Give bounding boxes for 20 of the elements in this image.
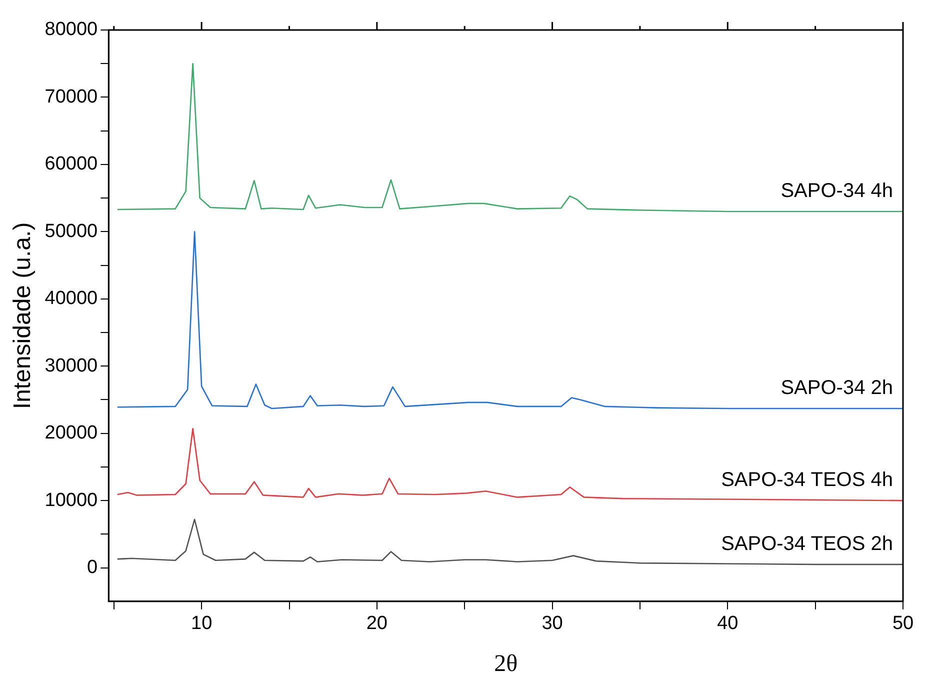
y-tick-label: 60000 xyxy=(44,154,98,175)
x-tick-label: 30 xyxy=(542,613,563,634)
y-tick-label: 0 xyxy=(87,557,98,578)
series-label: SAPO-34 2h xyxy=(780,376,893,399)
x-axis-title: 2θ xyxy=(494,650,518,677)
x-tick-label: 40 xyxy=(717,613,738,634)
y-tick-label: 20000 xyxy=(44,422,98,444)
x-tick-label: 20 xyxy=(366,613,388,634)
y-tick-label: 30000 xyxy=(44,355,98,376)
y-axis-title: Intensidade (u.a.) xyxy=(9,222,36,410)
series-label: SAPO-34 TEOS 4h xyxy=(721,469,893,492)
x-tick-label: 50 xyxy=(892,613,914,634)
y-tick-label: 70000 xyxy=(44,86,98,108)
y-tick-label: 10000 xyxy=(44,490,98,511)
series-label: SAPO-34 4h xyxy=(780,180,893,202)
y-tick-label: 40000 xyxy=(44,288,98,310)
y-tick-label: 50000 xyxy=(44,220,98,242)
x-tick-label: 10 xyxy=(191,613,212,634)
y-tick-label: 80000 xyxy=(44,19,98,40)
series-label: SAPO-34 TEOS 2h xyxy=(721,532,893,555)
